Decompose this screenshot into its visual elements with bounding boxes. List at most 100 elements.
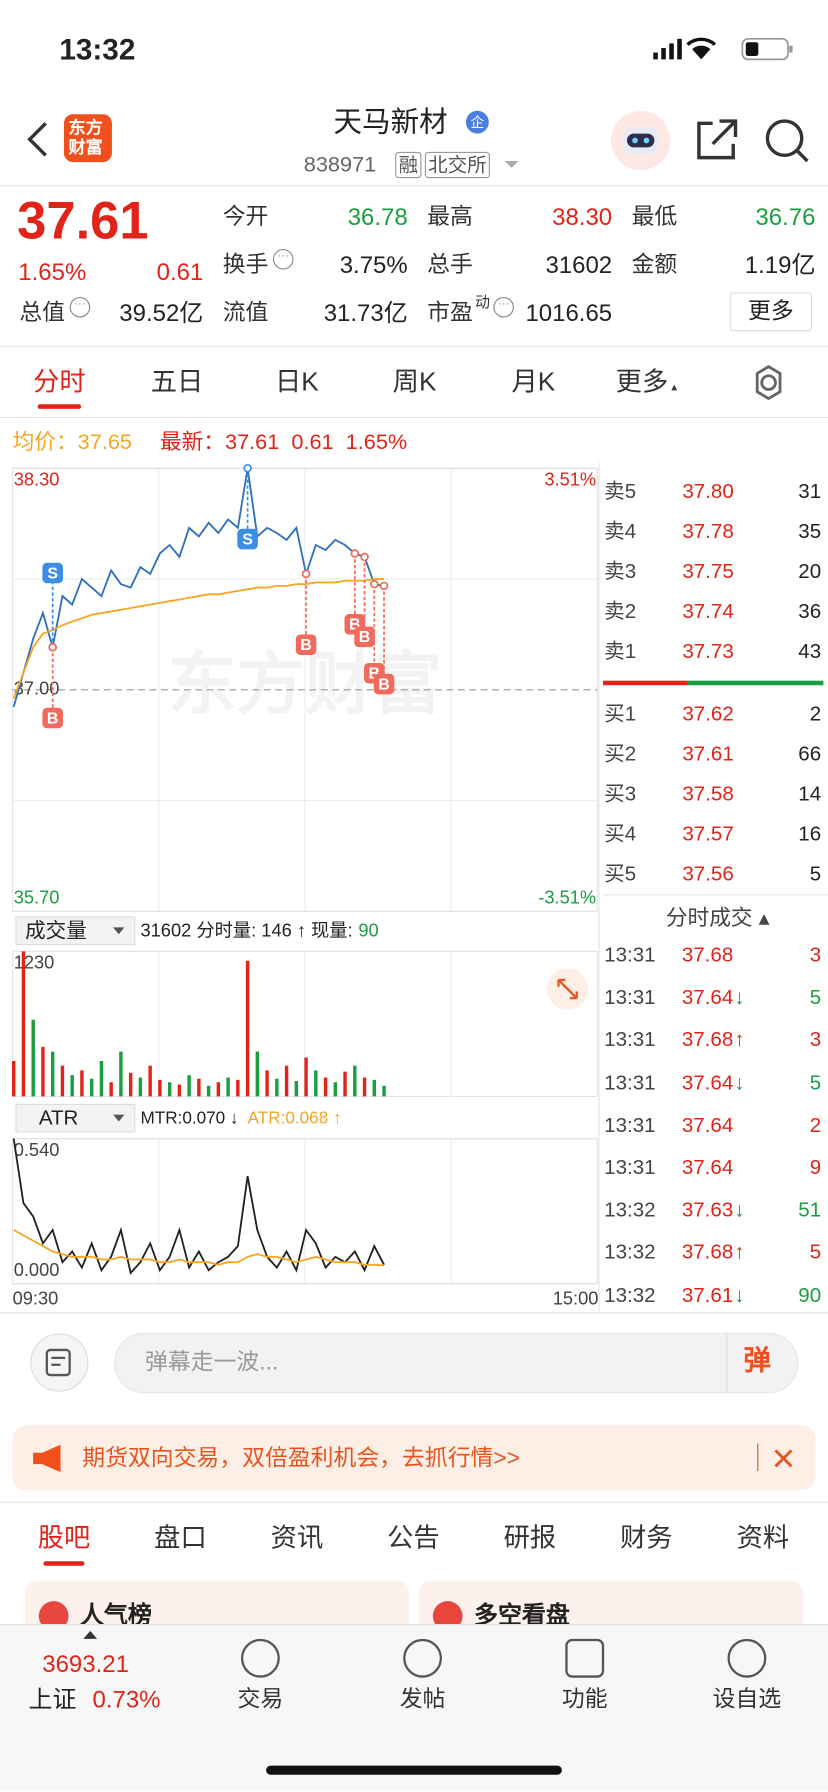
marker-label: B [378,676,390,693]
book-price: 37.73 [682,639,734,663]
book-price: 37.62 [682,702,734,726]
volume-bar [21,951,26,1097]
period-tab[interactable]: 周K [392,366,437,397]
marker-box [237,528,258,550]
volume-bar [197,1078,201,1097]
period-tab[interactable]: 日K [275,366,319,397]
field-value: 3.75% [339,252,408,279]
trade-price: 37.68 [681,943,734,967]
y-tick-label: 35.70 [14,887,60,908]
volume-bar [206,1085,211,1097]
avg-price: 均价：37.65 [13,432,132,454]
field-value: 38.30 [552,204,613,231]
dropdown-arrow[interactable] [503,158,521,172]
period-tab[interactable]: 更多 ▴ [615,366,678,397]
book-label: 买3 [604,782,637,806]
select-arrow [113,1114,125,1122]
marker-point [360,552,369,562]
divider [0,346,828,348]
divider [0,416,828,418]
search-button[interactable] [763,116,811,164]
badge: 企 [465,110,489,134]
news-tab[interactable]: 盘口 [154,1522,207,1553]
trade-arrow: ↑ [734,1028,745,1052]
trade-price: 37.63↓ [681,1198,745,1222]
indicator-name: ATR [39,1107,79,1130]
avg-label: 均价： [12,430,78,455]
volume-bar [372,1079,377,1097]
divider [757,1443,759,1471]
trade-volume: 3 [809,1028,822,1052]
expand-arrow[interactable] [82,1630,98,1640]
period-tab[interactable]: 月K [511,366,556,397]
comment-input[interactable]: 弹幕走一波... 弹 [114,1332,799,1394]
info-icon[interactable]: ··· [69,296,91,318]
nav-label[interactable]: 交易 [237,1686,284,1712]
tab-underline [37,404,82,409]
book-volume: 36 [798,599,822,623]
tab-arrow: ▴ [668,381,678,395]
book-volume: 2 [809,702,822,726]
field-label: 换手 [222,252,269,278]
legend-entry: MTR:0.070 ↓ [140,1108,238,1128]
banner[interactable]: 期货双向交易，双倍盈利机会，去抓行情>> [12,1425,816,1491]
book-price: 37.58 [682,782,734,806]
logo-text: 财富 [68,138,103,158]
news-tab[interactable]: 股吧 [37,1522,91,1553]
y-tick-label: 0.540 [14,1139,60,1160]
nav-label[interactable]: 设自选 [712,1686,782,1712]
marker-box [295,634,317,656]
danmaku-button[interactable]: 弹 [743,1345,771,1377]
settings-button[interactable] [749,363,788,402]
nav-icon[interactable] [240,1638,280,1678]
indicator-name: 成交量 [25,919,87,942]
trades-title[interactable]: 分时成交 ▴ [665,906,770,931]
trade-price: 37.68↑ [681,1028,745,1052]
divider [598,462,600,1314]
nav-label[interactable]: 功能 [561,1686,608,1712]
nav-icon[interactable] [565,1638,605,1678]
back-button[interactable] [23,119,57,160]
trade-time: 13:32 [604,1240,656,1264]
nav-label[interactable]: 发帖 [399,1686,446,1712]
period-tab[interactable]: 五日 [150,366,204,397]
trade-arrow: ↓ [734,1198,745,1222]
nav-icon[interactable] [403,1638,442,1678]
nav-icon[interactable] [727,1638,767,1678]
news-tab[interactable]: 研报 [503,1522,557,1553]
book-label: 卖3 [604,559,637,583]
volume-bar [343,1071,347,1097]
volume-bar [236,1079,240,1097]
field-label: 流值 [222,300,269,326]
marker-label: B [369,666,381,683]
bottom-nav: 3693.21 上证 0.73% 交易 发帖 功能 设自选 [0,1624,828,1791]
news-tab[interactable]: 公告 [387,1522,440,1553]
app-logo: 东方 财富 [63,114,112,163]
info-icon[interactable]: ··· [272,248,294,270]
index-value[interactable]: 3693.21 [42,1651,129,1678]
volume-bar [275,1078,279,1097]
more-button[interactable]: 更多 [729,292,813,332]
trade-volume: 5 [809,1070,822,1094]
field-value: 36.76 [755,204,816,231]
volume-bar [304,1057,308,1097]
field-label: 今开 [222,204,269,230]
latest-label: 最新： [159,430,226,455]
news-tab[interactable]: 财务 [620,1522,673,1553]
share-button[interactable] [694,116,740,162]
book-label: 买1 [604,702,637,726]
book-label: 卖5 [604,479,637,503]
marker-label: B [300,637,312,654]
tag: 融 [395,151,422,179]
volume-bar [70,1075,74,1097]
book-label: 卖4 [604,519,637,543]
close-button[interactable] [773,1448,794,1469]
book-label: 买2 [604,742,637,766]
news-tab[interactable]: 资讯 [270,1522,324,1553]
period-tab[interactable]: 分时 [33,366,86,397]
note-button[interactable] [30,1333,89,1392]
info-icon[interactable]: ··· [493,296,514,318]
change-pct: 1.65% [18,259,87,286]
assistant-avatar[interactable] [609,108,673,172]
news-tab[interactable]: 资料 [736,1522,790,1553]
